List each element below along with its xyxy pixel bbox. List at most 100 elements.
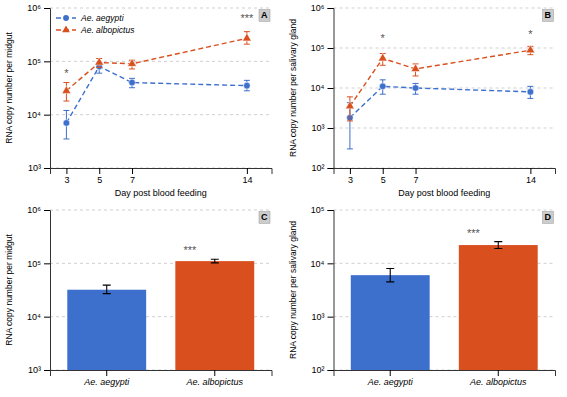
- tick: 5: [381, 168, 386, 185]
- point: [526, 45, 535, 53]
- tick: 3: [64, 168, 69, 185]
- grid: [50, 210, 272, 370]
- tick-mark: [328, 88, 334, 89]
- tick-mark: [132, 168, 133, 174]
- tick: 7: [130, 168, 135, 185]
- tick: Ae. aegypti: [83, 370, 130, 387]
- x-axis-title: Day post blood feeding: [115, 188, 207, 198]
- panel-title-box: [259, 9, 270, 21]
- x-axis-line: [334, 371, 556, 377]
- tick-mark: [328, 8, 334, 9]
- y-axis: 10³ 10⁴ 10⁵ 10⁶: [27, 3, 50, 173]
- x-axis-line: [51, 169, 273, 175]
- tick-label: 7: [130, 175, 135, 185]
- tick: 10³: [28, 163, 50, 173]
- panel: 10² 10³ 10⁴ 10⁵ 10⁶ RNA copy number per saliv…: [288, 3, 556, 198]
- tick-mark: [498, 370, 499, 376]
- point: [128, 59, 137, 67]
- annotation: ***: [467, 227, 481, 239]
- y-axis-line: [44, 9, 51, 169]
- tick-label: 10⁵: [311, 205, 325, 215]
- y-axis-title: RNA copy number per midgut: [4, 32, 14, 144]
- bar: [175, 261, 254, 370]
- panel-label: B: [543, 9, 554, 21]
- error-bar: [380, 80, 386, 94]
- tick-mark: [44, 210, 50, 211]
- tick-label: 10⁵: [311, 43, 325, 53]
- y-axis-title: RNA copy number per salivary gland: [288, 19, 298, 157]
- tick-mark: [383, 168, 384, 174]
- panel-title-box: [543, 9, 554, 21]
- tick-label: 10³: [28, 365, 41, 375]
- grid-line: [334, 210, 556, 211]
- tick: 14: [242, 168, 252, 185]
- point: [129, 79, 136, 86]
- tick: 10⁶: [311, 3, 334, 13]
- error-bar: [63, 110, 69, 139]
- y-axis-line: [44, 211, 51, 371]
- legend-label: Ae. aegypti: [80, 13, 125, 23]
- panel-title-box: [543, 211, 554, 223]
- tick-label: 3: [348, 175, 353, 185]
- error-bar: [244, 80, 250, 90]
- tick-label: 10²: [311, 163, 324, 173]
- series-line: [66, 38, 246, 90]
- tick-label: Ae. albopictus: [469, 377, 527, 387]
- tick: 10⁵: [27, 57, 50, 67]
- tick-mark: [247, 168, 248, 174]
- y-axis: 10²10³10⁴10⁵: [311, 205, 334, 375]
- legend-item: Ae. albopictus: [56, 25, 135, 35]
- y-axis-line: [328, 211, 335, 371]
- figure: 10³ 10⁴ 10⁵ 10⁶ RNA copy number per midgut 3 5…: [0, 0, 567, 397]
- tick-mark: [328, 128, 334, 129]
- point: [527, 89, 534, 96]
- tick-label: 3: [64, 175, 69, 185]
- point: [95, 57, 104, 65]
- tick-mark: [99, 168, 100, 174]
- legend: Ae. aegypti Ae. albopictus: [56, 13, 135, 35]
- tick-mark: [530, 168, 531, 174]
- marks: [351, 242, 538, 370]
- x-axis-line: [51, 371, 273, 377]
- tick-label: Ae. albopictus: [186, 377, 244, 387]
- tick-mark: [328, 210, 334, 211]
- y-axis: 10² 10³ 10⁴ 10⁵ 10⁶: [311, 3, 334, 173]
- bar: [459, 245, 538, 370]
- tick-label: Ae. aegypti: [367, 377, 414, 387]
- tick-mark: [44, 317, 50, 318]
- series-line: [350, 50, 530, 106]
- tick: 10³: [311, 123, 333, 133]
- tick-mark: [106, 370, 107, 376]
- panel-title-box: [259, 211, 270, 223]
- tick-label: 10⁵: [27, 259, 41, 269]
- tick-mark: [44, 61, 50, 62]
- tick-mark: [328, 317, 334, 318]
- point: [411, 64, 420, 72]
- tick-mark: [66, 168, 67, 174]
- tick-label: 10⁵: [27, 57, 41, 67]
- marks: [67, 259, 254, 370]
- tick-label: 10⁴: [311, 83, 325, 93]
- grid-line: [334, 128, 556, 129]
- tick-label: 10²: [311, 365, 324, 375]
- panel-title: B: [545, 10, 552, 20]
- tick-label: 10⁶: [311, 3, 325, 13]
- tick: 10⁶: [27, 3, 50, 13]
- grid-line: [50, 61, 272, 62]
- marks: [62, 32, 251, 139]
- tick-mark: [350, 168, 351, 174]
- tick: 10⁵: [311, 43, 334, 53]
- tick-label: 14: [242, 175, 252, 185]
- panel-title: A: [261, 10, 268, 20]
- panel: 10²10³10⁴10⁵RNA copy number per salivary…: [288, 205, 556, 387]
- tick: 14: [526, 168, 536, 185]
- tick: 10³: [311, 312, 333, 322]
- x-axis: 35714: [51, 168, 273, 185]
- panel: 10³10⁴10⁵10⁶RNA copy number per midgut35…: [4, 3, 272, 198]
- tick: 10⁴: [27, 110, 50, 120]
- x-axis: Ae. aegypti Ae. albopictus: [51, 370, 273, 387]
- tick: 10³: [28, 365, 50, 375]
- panel-label: A: [259, 9, 270, 21]
- tick: Ae. albopictus: [469, 370, 527, 387]
- error-bar: [386, 269, 394, 282]
